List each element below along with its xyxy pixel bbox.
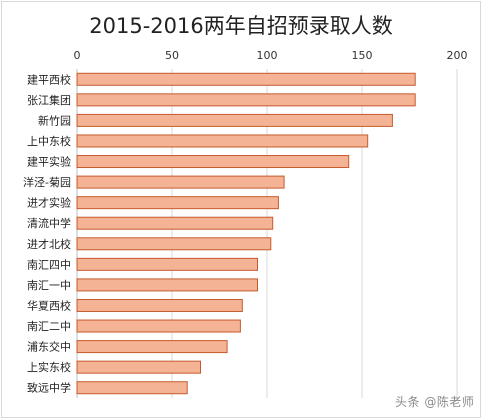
category-label-12: 华夏西校 (27, 298, 71, 312)
bar-6 (76, 175, 285, 189)
bar-15 (76, 360, 201, 374)
bar-2 (76, 93, 416, 107)
category-label-6: 洋泾-菊园 (23, 175, 71, 189)
category-label-7: 进才实验 (27, 196, 71, 210)
category-label-8: 清流中学 (27, 216, 71, 230)
bar-11 (76, 278, 258, 292)
bar-4 (76, 134, 369, 148)
x-tick-label-100: 100 (257, 49, 278, 62)
chart-title: 2015-2016两年自招预录取人数 (89, 14, 393, 38)
bar-10 (76, 257, 258, 271)
watermark: 头条 @陈老师 (395, 395, 475, 409)
category-label-10: 南汇四中 (27, 258, 71, 271)
bar-13 (76, 319, 241, 333)
x-tick-label-0: 0 (74, 49, 81, 62)
bar-3 (76, 113, 393, 127)
bar-16 (76, 381, 188, 395)
category-label-5: 建平实验 (27, 155, 71, 169)
category-label-14: 浦东交中 (27, 340, 71, 354)
category-label-11: 南汇一中 (27, 279, 71, 292)
bar-1 (76, 72, 416, 86)
category-label-2: 张江集团 (27, 93, 71, 107)
bar-7 (76, 196, 279, 210)
category-label-4: 上中东校 (27, 134, 71, 148)
category-label-9: 进才北校 (27, 237, 71, 251)
bar-14 (76, 340, 228, 354)
category-label-3: 新竹园 (38, 113, 71, 127)
category-label-15: 上实东校 (27, 360, 71, 374)
bar-8 (76, 216, 274, 230)
bar-9 (76, 237, 272, 251)
category-label-16: 致远中学 (27, 381, 71, 395)
bar-12 (76, 298, 243, 312)
bar-5 (76, 155, 350, 169)
category-label-1: 建平西校 (27, 72, 71, 86)
x-tick-label-150: 150 (352, 49, 373, 62)
category-label-13: 南汇二中 (27, 320, 71, 333)
x-tick-label-50: 50 (165, 49, 179, 62)
x-tick-label-200: 200 (447, 49, 468, 62)
